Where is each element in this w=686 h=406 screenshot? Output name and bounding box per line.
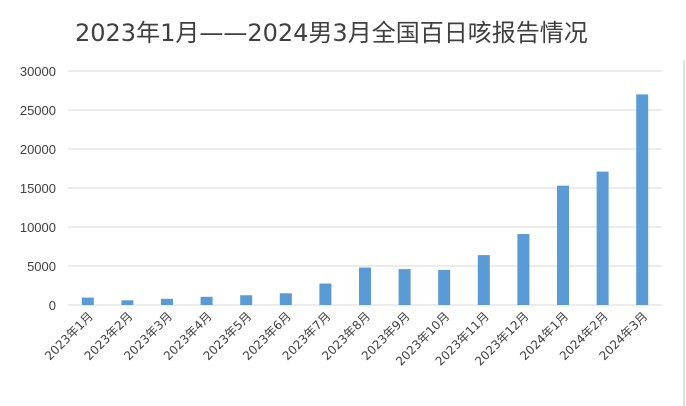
x-axis-ticks: 2023年1月2023年2月2023年3月2023年4月2023年5月2023年… bbox=[42, 309, 650, 368]
y-tick-label: 0 bbox=[49, 298, 56, 313]
chart-title: 2023年1月——2024男3月全国百日咳报告情况 bbox=[75, 19, 588, 47]
bar bbox=[517, 234, 530, 305]
bar bbox=[240, 295, 253, 305]
y-tick-label: 5000 bbox=[27, 259, 56, 274]
bar bbox=[438, 269, 451, 305]
bars bbox=[81, 94, 649, 306]
bar bbox=[81, 297, 94, 305]
y-axis-ticks: 0 5000 10000 15000 20000 25000 30000 bbox=[20, 64, 56, 313]
bar bbox=[477, 255, 490, 305]
bar bbox=[359, 267, 371, 305]
y-tick-label: 15000 bbox=[20, 181, 56, 196]
bar bbox=[161, 298, 173, 305]
bar bbox=[557, 185, 569, 305]
bar bbox=[279, 293, 292, 305]
bar bbox=[636, 94, 649, 306]
bar bbox=[319, 283, 332, 305]
bar bbox=[398, 269, 411, 305]
bar bbox=[596, 171, 609, 305]
y-tick-label: 25000 bbox=[20, 103, 56, 118]
bar bbox=[121, 300, 134, 305]
y-tick-label: 30000 bbox=[20, 64, 56, 79]
y-tick-label: 10000 bbox=[20, 220, 56, 235]
bar bbox=[200, 296, 213, 305]
grid-lines bbox=[68, 70, 662, 306]
y-tick-label: 20000 bbox=[20, 142, 56, 157]
